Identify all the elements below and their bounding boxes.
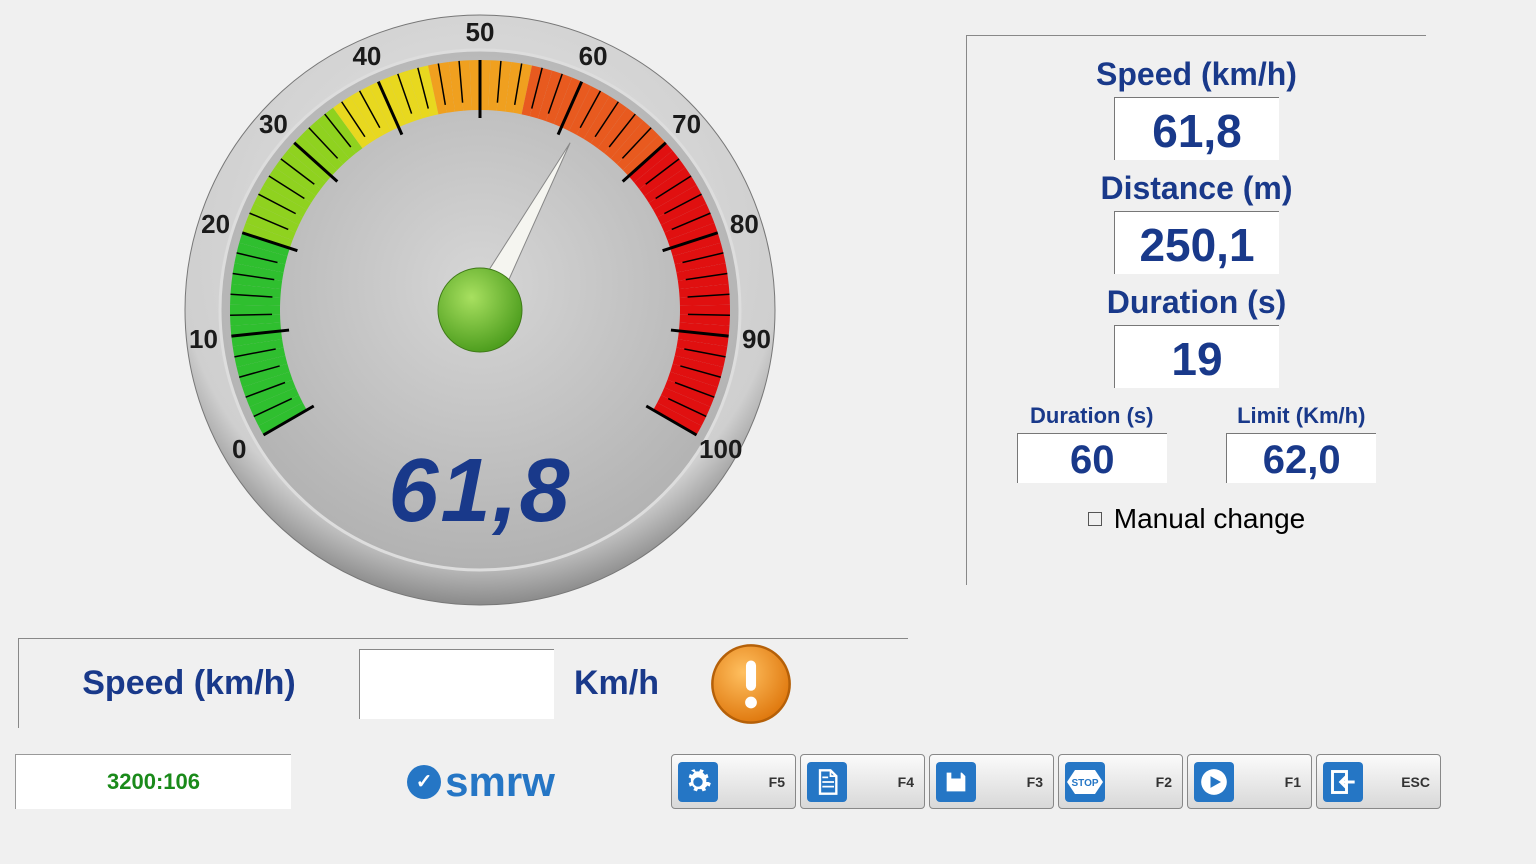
limit-label: Limit (Km/h) — [1201, 403, 1402, 429]
logo: ✓ smrw — [295, 754, 667, 809]
fkey-f2[interactable]: STOPF2 — [1058, 754, 1183, 809]
gauge-panel: 0 10 20 30 40 50 60 70 80 90 100 61,8 — [20, 10, 940, 630]
set-duration-label: Duration (s) — [991, 403, 1192, 429]
speed-input-label: Speed (km/h) — [39, 664, 339, 703]
speed-value: 61,8 — [1114, 97, 1279, 160]
svg-text:10: 10 — [189, 324, 218, 354]
status-code: 3200:106 — [15, 754, 291, 809]
speed-input-field[interactable] — [359, 649, 554, 719]
svg-text:70: 70 — [672, 109, 701, 139]
set-duration-value[interactable]: 60 — [1017, 433, 1167, 483]
manual-change-row[interactable]: Manual change — [987, 503, 1406, 535]
distance-value: 250,1 — [1114, 211, 1279, 274]
svg-text:20: 20 — [201, 209, 230, 239]
document-icon — [807, 762, 847, 802]
speed-input-bar: Speed (km/h) Km/h — [18, 638, 908, 728]
fkey-f4[interactable]: F4 — [800, 754, 925, 809]
svg-text:50: 50 — [466, 17, 495, 47]
duration-label: Duration (s) — [987, 284, 1406, 321]
manual-change-label: Manual change — [1114, 503, 1305, 535]
distance-label: Distance (m) — [987, 170, 1406, 207]
svg-text:100: 100 — [699, 434, 742, 464]
diskette-icon — [936, 762, 976, 802]
play-icon — [1194, 762, 1234, 802]
svg-text:80: 80 — [730, 209, 759, 239]
logo-check-icon: ✓ — [407, 765, 441, 799]
svg-text:0: 0 — [232, 434, 246, 464]
limit-value[interactable]: 62,0 — [1226, 433, 1376, 483]
speed-input-unit: Km/h — [574, 664, 659, 703]
readout-panel: Speed (km/h) 61,8 Distance (m) 250,1 Dur… — [966, 35, 1426, 585]
fkey-f1[interactable]: F1 — [1187, 754, 1312, 809]
svg-text:30: 30 — [259, 109, 288, 139]
warning-icon — [709, 642, 793, 726]
svg-text:60: 60 — [579, 41, 608, 71]
svg-text:40: 40 — [352, 41, 381, 71]
logo-text: smrw — [445, 758, 555, 806]
fkey-f5[interactable]: F5 — [671, 754, 796, 809]
gear-icon — [678, 762, 718, 802]
gauge-digital-value: 61,8 — [388, 440, 571, 543]
svg-text:STOP: STOP — [1071, 778, 1098, 789]
stop-icon: STOP — [1065, 762, 1105, 802]
manual-change-checkbox[interactable] — [1088, 512, 1102, 526]
fkey-f3[interactable]: F3 — [929, 754, 1054, 809]
exit-icon — [1323, 762, 1363, 802]
fkey-esc[interactable]: ESC — [1316, 754, 1441, 809]
svg-text:90: 90 — [742, 324, 771, 354]
footer-bar: 3200:106 ✓ smrw F5F4F3STOPF2F1ESC — [15, 754, 1441, 809]
speed-label: Speed (km/h) — [987, 56, 1406, 93]
duration-value: 19 — [1114, 325, 1279, 388]
